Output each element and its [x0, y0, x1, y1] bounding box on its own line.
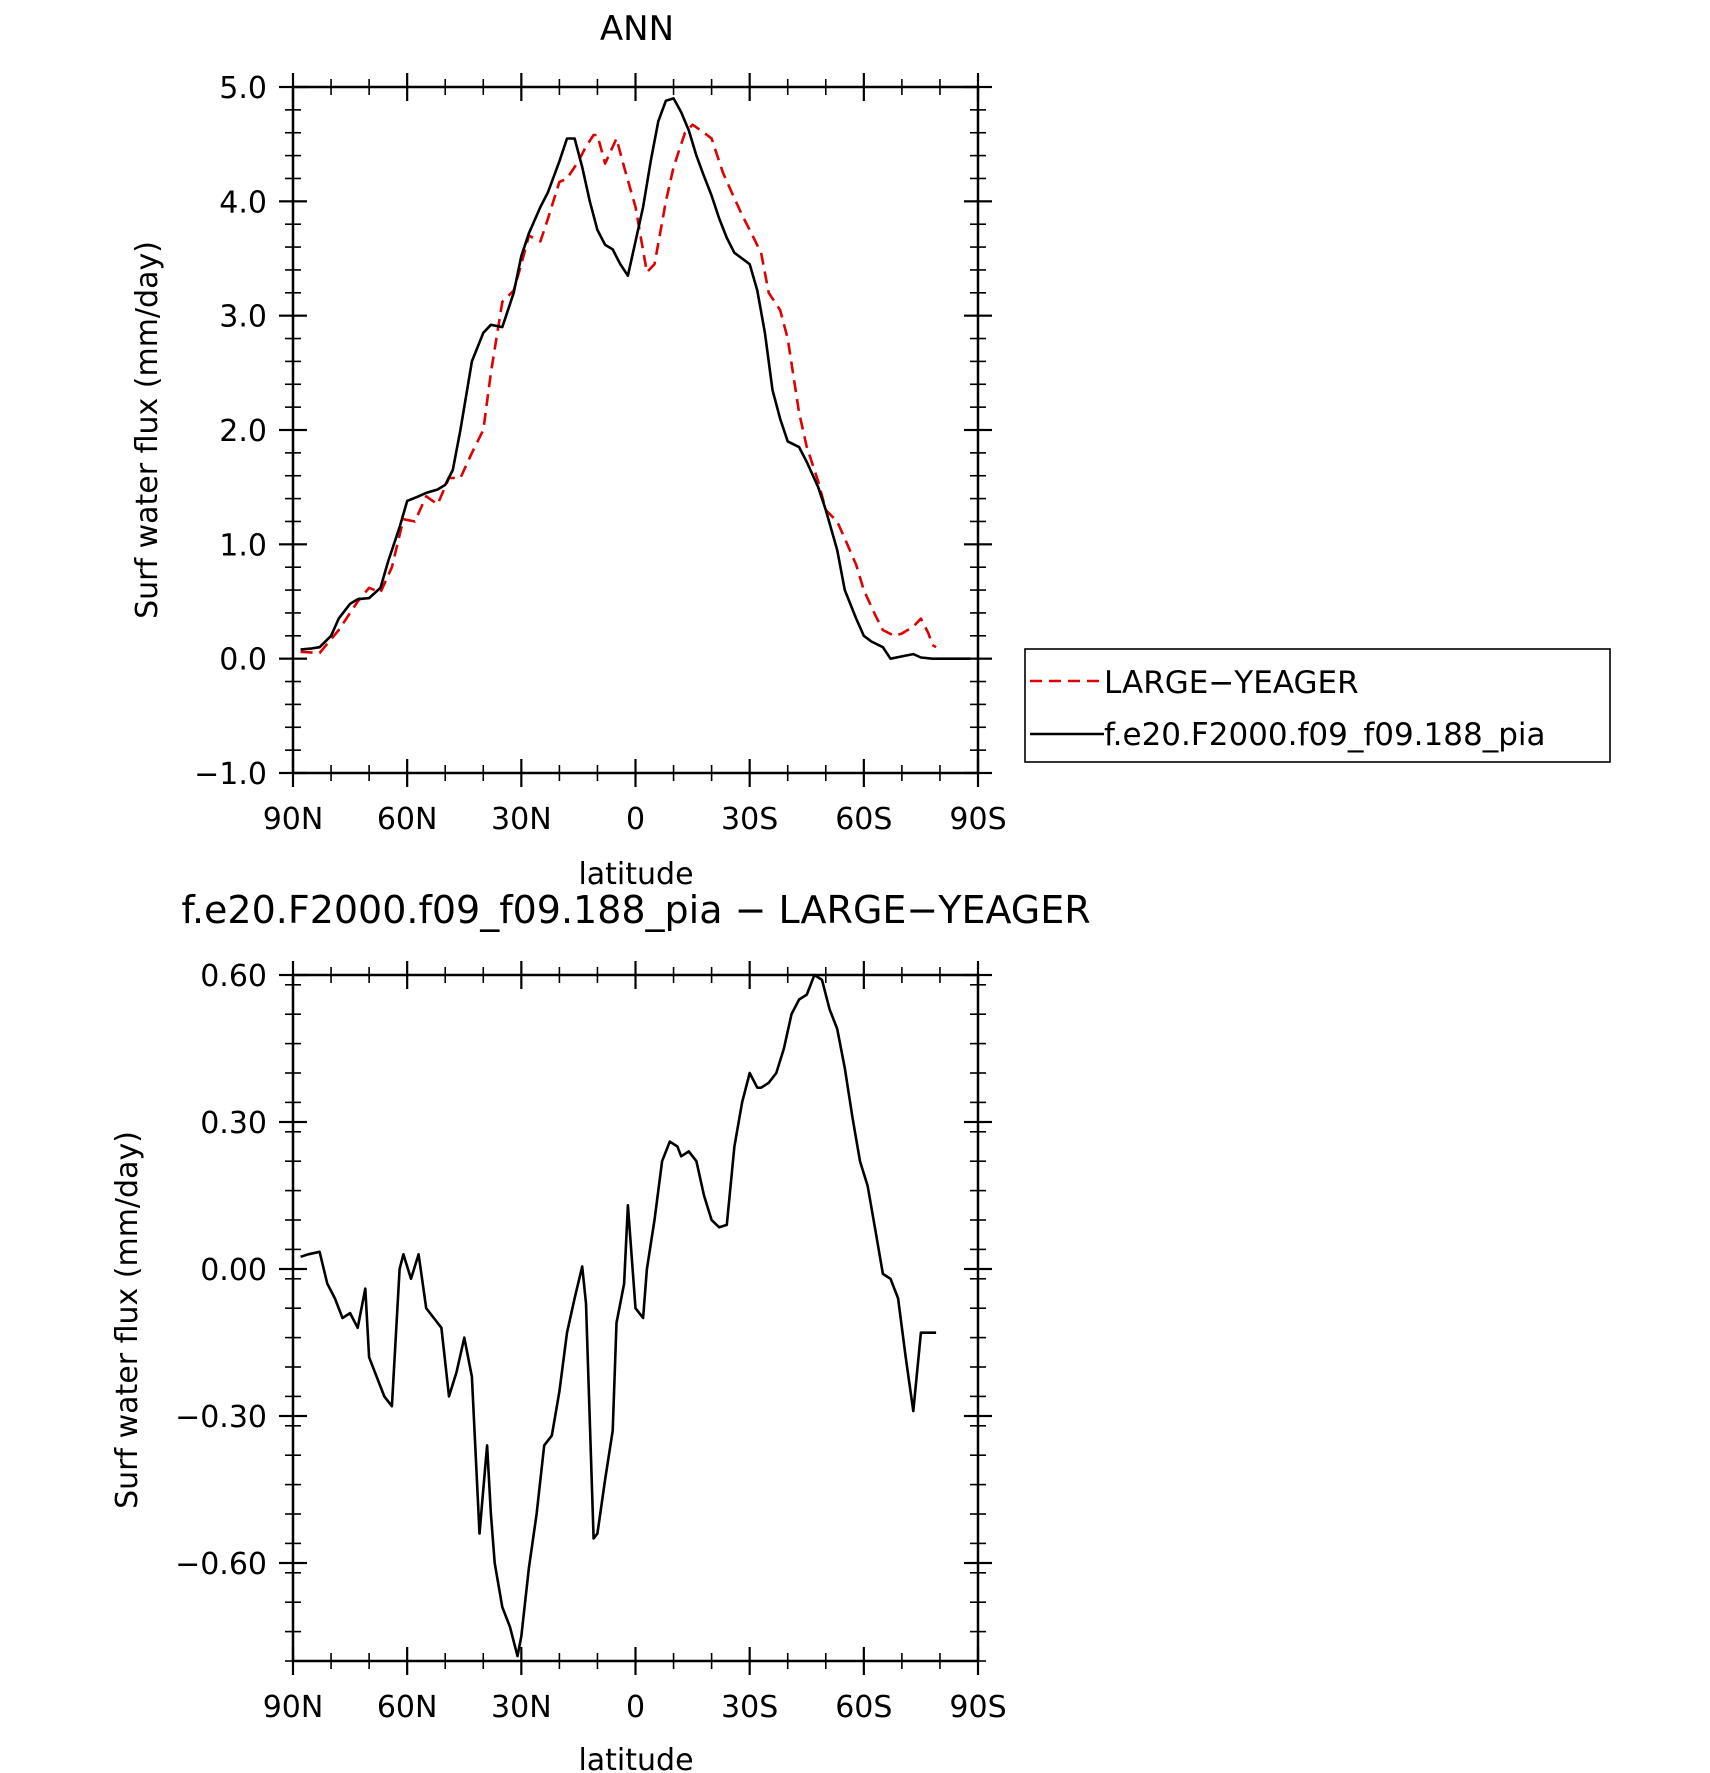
panel-top-chart: ANN −1.0 0.0 1.0 2.0 3.0 4.0 5.0 90N 60N 30N 0 30S… — [130, 9, 1611, 892]
x-tick-labels: 90N 60N 30N 0 30S 60S 90S — [263, 1690, 1007, 1725]
y-tick-label: −0.30 — [175, 1400, 267, 1435]
x-tick-label: 90S — [949, 1690, 1006, 1725]
legend-label-large-yeager: LARGE−YEAGER — [1104, 665, 1359, 701]
x-tick-label: 90N — [263, 802, 324, 837]
x-tick-label: 0 — [626, 802, 645, 837]
y-tick-label: −0.60 — [175, 1547, 267, 1582]
tick-marks — [279, 73, 992, 787]
y-tick-label: 0.00 — [200, 1253, 267, 1288]
x-tick-label: 0 — [626, 1690, 645, 1725]
x-tick-label: 30N — [491, 1690, 552, 1725]
panel-bottom-chart: f.e20.F2000.f09_f09.188_pia − LARGE−YEAG… — [110, 888, 1091, 1773]
x-tick-label: 30N — [491, 802, 552, 837]
series-group — [300, 973, 937, 1658]
x-axis-label: latitude — [578, 1743, 693, 1773]
legend: LARGE−YEAGER f.e20.F2000.f09_f09.188_pia — [1024, 648, 1611, 763]
x-tick-label: 90S — [949, 802, 1006, 837]
x-tick-label: 30S — [721, 802, 778, 837]
x-tick-label: 60N — [377, 1690, 438, 1725]
legend-label-model: f.e20.F2000.f09_f09.188_pia — [1104, 717, 1546, 753]
x-tick-labels: 90N 60N 30N 0 30S 60S 90S — [263, 802, 1007, 837]
x-tick-label: 60S — [835, 1690, 892, 1725]
y-tick-label: 4.0 — [219, 185, 267, 220]
x-tick-label: 90N — [263, 1690, 324, 1725]
y-tick-label: 0.30 — [200, 1106, 267, 1141]
chart-title: ANN — [600, 9, 674, 49]
plot-frame — [291, 973, 980, 1663]
tick-marks — [279, 961, 992, 1675]
chart-title: f.e20.F2000.f09_f09.188_pia − LARGE−YEAG… — [181, 888, 1090, 932]
series-group — [300, 97, 971, 661]
x-tick-label: 60S — [835, 802, 892, 837]
x-tick-label: 60N — [377, 802, 438, 837]
x-tick-label: 30S — [721, 1690, 778, 1725]
y-tick-labels: −1.0 0.0 1.0 2.0 3.0 4.0 5.0 — [194, 71, 267, 792]
series-line-0 — [300, 973, 937, 1658]
y-tick-label: −1.0 — [194, 757, 267, 792]
y-tick-label: 1.0 — [219, 528, 267, 563]
series-line-0 — [300, 123, 937, 655]
legend-box — [1024, 648, 1611, 763]
y-tick-label: 0.0 — [219, 643, 267, 678]
y-tick-labels: −0.60 −0.30 0.00 0.30 0.60 — [175, 959, 267, 1582]
y-tick-label: 3.0 — [219, 300, 267, 335]
y-tick-label: 0.60 — [200, 959, 267, 994]
y-tick-label: 2.0 — [219, 414, 267, 449]
plot-frame — [291, 85, 980, 775]
x-axis-label: latitude — [578, 857, 693, 892]
y-axis-label: Surf water flux (mm/day) — [110, 1131, 145, 1509]
y-tick-label: 5.0 — [219, 71, 267, 106]
y-axis-label: Surf water flux (mm/day) — [130, 241, 165, 619]
series-line-1 — [300, 97, 971, 661]
